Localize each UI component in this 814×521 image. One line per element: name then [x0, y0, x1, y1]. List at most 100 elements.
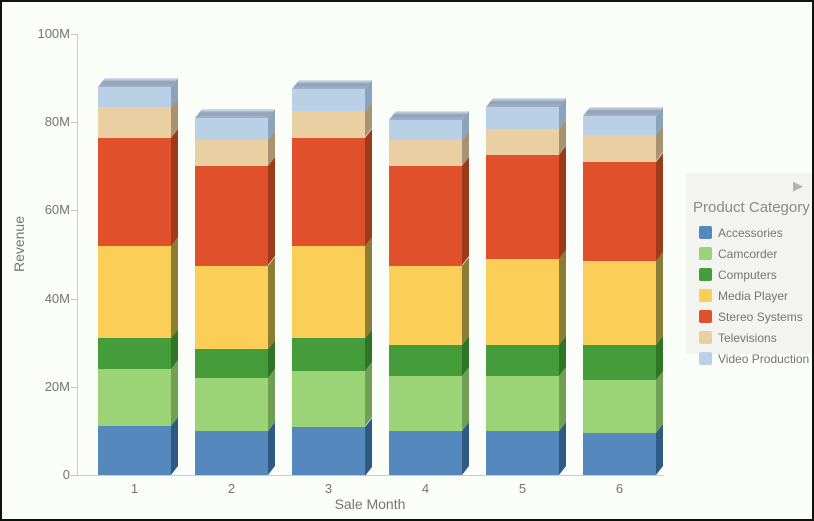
y-tick-mark	[71, 34, 77, 35]
y-tick-mark	[71, 122, 77, 124]
y-tick-label-80m: 80M	[44, 114, 70, 130]
bar-segment-media-player[interactable]	[98, 245, 171, 339]
legend-item-accessories[interactable]: Accessories	[686, 222, 812, 243]
x-tick-label-5: 5	[518, 481, 527, 496]
y-tick-mark	[71, 298, 77, 300]
bar-segment-media-player[interactable]	[292, 245, 365, 339]
bar-segment-televisions[interactable]	[583, 135, 656, 162]
bar-month-5[interactable]	[486, 97, 566, 475]
bar-segment-video-production[interactable]	[583, 115, 656, 136]
legend-swatch-video-production	[699, 352, 712, 365]
y-axis-line	[77, 34, 78, 475]
y-tick-label-100m: 100M	[37, 26, 70, 41]
bar-segment-video-production[interactable]	[292, 89, 365, 112]
y-tick-mark	[71, 210, 77, 212]
bar-segment-side-camcorder	[171, 360, 178, 427]
bar-segment-video-production[interactable]	[486, 106, 559, 129]
bar-segment-camcorder[interactable]	[389, 375, 462, 431]
bar-segment-side-camcorder	[462, 366, 469, 431]
bar-segment-media-player[interactable]	[583, 261, 656, 345]
bar-segment-televisions[interactable]	[486, 128, 559, 156]
bar-month-1[interactable]	[98, 77, 178, 475]
bar-segment-side-camcorder	[365, 362, 372, 427]
bar-month-3[interactable]	[292, 80, 372, 475]
legend-panel: ▶ Product Category Accessories Camcorder C…	[686, 173, 812, 366]
legend-item-label: Televisions	[718, 330, 777, 345]
bar-segment-side-stereo-systems	[656, 152, 663, 262]
bar-segment-camcorder[interactable]	[583, 380, 656, 434]
bar-segment-televisions[interactable]	[389, 139, 462, 167]
x-tick-label-4: 4	[421, 481, 430, 496]
bar-segment-video-production[interactable]	[389, 119, 462, 140]
bar-segment-stereo-systems[interactable]	[583, 161, 656, 262]
bar-segment-computers[interactable]	[98, 338, 171, 370]
bar-top-face	[486, 97, 566, 107]
bar-segment-side-stereo-systems	[462, 157, 469, 266]
legend-collapse-arrow[interactable]: ▶	[793, 178, 803, 193]
legend-swatch-televisions	[699, 331, 712, 344]
legend-item-televisions[interactable]: Televisions	[686, 327, 812, 348]
bar-segment-side-camcorder	[268, 368, 275, 431]
bar-segment-stereo-systems[interactable]	[195, 166, 268, 266]
bar-top-face	[98, 77, 178, 87]
bar-segment-video-production[interactable]	[195, 117, 268, 140]
bar-segment-side-media-player	[559, 249, 566, 345]
legend-title: Product Category	[693, 199, 810, 216]
bar-segment-camcorder[interactable]	[486, 375, 559, 431]
bar-month-6[interactable]	[583, 106, 663, 475]
bar-segment-side-media-player	[268, 256, 275, 350]
legend-item-stereo-systems[interactable]: Stereo Systems	[686, 306, 812, 327]
y-tick-mark	[71, 386, 77, 388]
bar-segment-televisions[interactable]	[98, 106, 171, 138]
bar-segment-media-player[interactable]	[389, 265, 462, 345]
bar-segment-computers[interactable]	[389, 344, 462, 376]
bar-segment-stereo-systems[interactable]	[292, 137, 365, 246]
bar-segment-accessories[interactable]	[389, 430, 462, 475]
bar-segment-side-accessories	[268, 421, 275, 475]
legend-swatch-stereo-systems	[699, 310, 712, 323]
bar-segment-media-player[interactable]	[195, 265, 268, 350]
legend-item-computers[interactable]: Computers	[686, 264, 812, 285]
bar-segment-camcorder[interactable]	[195, 377, 268, 431]
bar-segment-camcorder[interactable]	[98, 369, 171, 427]
bar-top-face	[292, 80, 372, 90]
bar-top-face	[389, 110, 469, 120]
bar-segment-stereo-systems[interactable]	[389, 166, 462, 266]
bar-month-4[interactable]	[389, 110, 469, 475]
bar-segment-computers[interactable]	[583, 344, 656, 381]
bar-segment-side-accessories	[365, 417, 372, 475]
y-tick-label-0: 0	[62, 467, 70, 482]
legend-swatch-accessories	[699, 226, 712, 239]
bar-segment-computers[interactable]	[195, 349, 268, 378]
y-tick-mark	[71, 475, 77, 476]
bar-segment-side-media-player	[365, 236, 372, 339]
bar-segment-media-player[interactable]	[486, 258, 559, 345]
legend-item-media-player[interactable]: Media Player	[686, 285, 812, 306]
bar-segment-stereo-systems[interactable]	[486, 155, 559, 259]
legend-item-label: Video Production	[718, 351, 810, 366]
x-axis-line	[77, 475, 664, 476]
legend-item-label: Computers	[718, 267, 777, 282]
x-tick-label-2: 2	[227, 481, 236, 496]
bar-segment-accessories[interactable]	[98, 426, 171, 475]
bar-top-face	[583, 106, 663, 116]
legend-item-video-production[interactable]: Video Production	[686, 348, 812, 369]
bar-segment-computers[interactable]	[486, 344, 559, 376]
bar-segment-stereo-systems[interactable]	[98, 137, 171, 246]
bar-segment-accessories[interactable]	[292, 426, 365, 475]
bar-segment-televisions[interactable]	[195, 139, 268, 167]
bar-segment-video-production[interactable]	[98, 86, 171, 107]
bar-segment-televisions[interactable]	[292, 111, 365, 138]
bar-segment-accessories[interactable]	[486, 430, 559, 475]
bar-segment-accessories[interactable]	[195, 430, 268, 475]
bar-segment-side-camcorder	[559, 366, 566, 431]
legend-item-camcorder[interactable]: Camcorder	[686, 243, 812, 264]
bar-month-2[interactable]	[195, 108, 275, 475]
legend-items: Accessories Camcorder Computers Media Playe…	[686, 222, 812, 369]
legend-swatch-camcorder	[699, 247, 712, 260]
bar-segment-camcorder[interactable]	[292, 371, 365, 427]
bar-segment-computers[interactable]	[292, 338, 365, 372]
bar-segment-accessories[interactable]	[583, 433, 656, 475]
x-tick-label-1: 1	[130, 481, 139, 496]
